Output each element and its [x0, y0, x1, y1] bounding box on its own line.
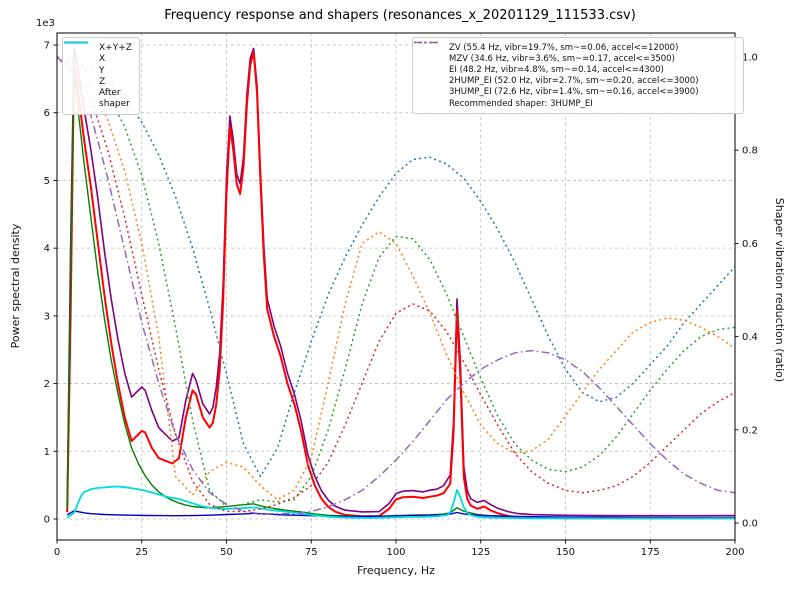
shaper-line-3hump_ei	[56, 56, 736, 515]
legend-label-zv: ZV (55.4 Hz, vibr=19.7%, sm~=0.06, accel…	[449, 43, 679, 53]
shaper-line-mzv	[56, 56, 736, 501]
x-tick-label: 50	[220, 547, 233, 558]
psd-line-x	[66, 50, 736, 520]
y-tick-label-right: 0.0	[742, 519, 758, 530]
y-tick-label-left: 7	[44, 41, 50, 52]
chart-title: Frequency response and shapers (resonanc…	[164, 8, 636, 23]
legend-item-zv: ZV (55.4 Hz, vibr=19.7%, sm~=0.06, accel…	[414, 41, 736, 53]
legend-label-after_shaper: After shaper	[99, 88, 130, 109]
y-tick-label-right: 0.6	[742, 239, 758, 250]
psd-line-y	[66, 71, 736, 519]
legend-label-x: X	[99, 54, 106, 65]
legend-item-y: Y	[64, 41, 132, 76]
legend-item-2hump_ei: 2HUMP_EI (52.0 Hz, vibr=2.7%, sm~=0.20, …	[414, 41, 736, 86]
legend-psd: X+Y+Z X Y Z After shaper	[62, 37, 140, 116]
x-axis-label: Frequency, Hz	[357, 564, 435, 577]
y-tick-label-left: 6	[44, 108, 50, 119]
psd-line-xyz	[66, 47, 736, 517]
recommended-shaper-note: Recommended shaper: 3HUMP_EI	[449, 99, 593, 109]
y-axis-label-left: Power spectral density	[9, 223, 22, 349]
legend-item-after_shaper: After shaper	[64, 41, 132, 109]
x-tick-label: 125	[471, 547, 490, 558]
y-tick-label-right: 0.2	[742, 425, 758, 436]
shaper-line-zv	[56, 56, 736, 478]
legend-item-x: X	[64, 41, 132, 65]
y-tick-label-left: 1	[44, 447, 50, 458]
legend-label-y: Y	[99, 65, 105, 76]
legend-label-z: Z	[99, 77, 106, 88]
x-tick-label: 0	[54, 547, 60, 558]
y-tick-label-left: 3	[44, 311, 50, 322]
legend-label-mzv: MZV (34.6 Hz, vibr=3.6%, sm~=0.17, accel…	[449, 54, 675, 64]
y-tick-label-left: 2	[44, 379, 50, 390]
y-tick-label-right: 0.4	[742, 332, 758, 343]
legend-item-mzv: MZV (34.6 Hz, vibr=3.6%, sm~=0.17, accel…	[414, 41, 736, 64]
x-tick-label: 100	[386, 547, 405, 558]
y-tick-label-right: 0.8	[742, 146, 758, 157]
x-tick-label: 75	[305, 547, 318, 558]
legend-shapers: ZV (55.4 Hz, vibr=19.7%, sm~=0.06, accel…	[412, 37, 744, 114]
x-tick-label: 175	[641, 547, 660, 558]
legend-label-3hump_ei: 3HUMP_EI (72.6 Hz, vibr=1.4%, sm~=0.16, …	[449, 87, 699, 97]
legend-item-ei: EI (48.2 Hz, vibr=4.8%, sm~=0.14, accel<…	[414, 41, 736, 75]
legend-item-z: Z	[64, 41, 132, 88]
x-tick-label: 150	[556, 547, 575, 558]
y-axis-offset-text: 1e3	[36, 18, 55, 29]
x-tick-label: 25	[135, 547, 148, 558]
plot-frame	[56, 32, 736, 541]
y-axis-label-right: Shaper vibration reduction (ratio)	[773, 197, 786, 383]
legend-item-3hump_ei: 3HUMP_EI (72.6 Hz, vibr=1.4%, sm~=0.16, …	[414, 41, 736, 97]
shaper-line-ei	[56, 56, 736, 508]
shaper-line-2hump_ei	[56, 56, 736, 513]
legend-label-2hump_ei: 2HUMP_EI (52.0 Hz, vibr=2.7%, sm~=0.20, …	[449, 76, 699, 86]
y-tick-label-right: 1.0	[742, 53, 758, 64]
psd-line-after_shaper	[66, 485, 736, 520]
y-tick-label-left: 4	[44, 244, 50, 255]
y-tick-label-left: 5	[44, 176, 50, 187]
legend-label-ei: EI (48.2 Hz, vibr=4.8%, sm~=0.14, accel<…	[449, 65, 664, 75]
x-tick-label: 200	[725, 547, 744, 558]
y-tick-label-left: 0	[44, 515, 50, 526]
legend-label-xyz: X+Y+Z	[99, 43, 132, 53]
